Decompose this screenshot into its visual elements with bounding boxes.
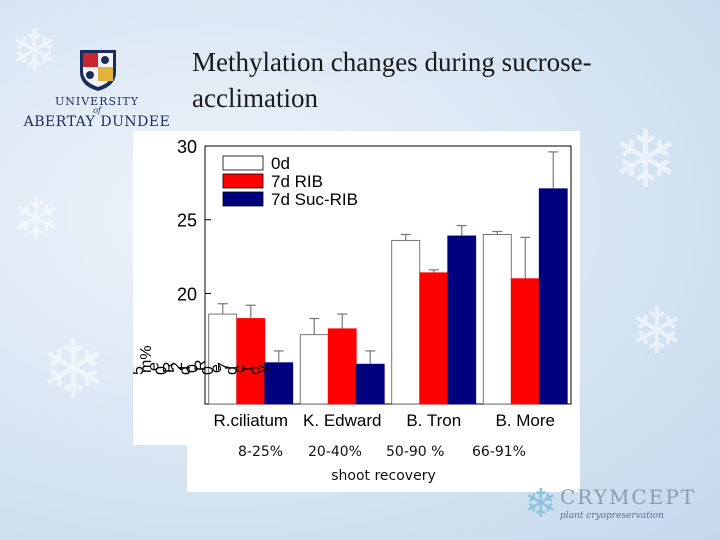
crymcept-snowflake-icon: ❄	[524, 481, 558, 527]
percent-label-b-more: 66-91%	[472, 444, 526, 460]
legend-swatch	[222, 191, 264, 207]
y-axis-label-fragment: d	[177, 366, 194, 375]
y-axis-label-fragment: 2	[169, 362, 186, 371]
y-axis-label-fragment: 7	[216, 362, 233, 371]
y-axis-label-fragment: e	[146, 362, 163, 371]
y-axis-label-fragment: R	[161, 361, 178, 373]
legend-label: 7d RIB	[271, 172, 323, 191]
crymcept-tagline: plant cryopreservation	[560, 511, 664, 521]
bar	[391, 239, 421, 405]
bar	[538, 188, 568, 405]
caption-panel	[187, 440, 580, 492]
y-axis-label-fragment: 0	[185, 364, 202, 373]
percent-label-r-ciliatum: 8-25%	[238, 444, 284, 460]
y-axis-label-fragment: d	[224, 366, 241, 375]
snowflake-decoration-icon: ❄	[40, 323, 108, 416]
crymcept-name: CRYMCEPT	[560, 485, 697, 509]
snowflake-decoration-icon: ❄	[12, 185, 61, 253]
x-category-label: R.ciliatum	[213, 411, 288, 430]
plot-frame	[204, 145, 572, 405]
y-axis-label-fragment: t	[239, 366, 256, 371]
university-logo: UNIVERSITY of ABERTAY DUNDEE	[14, 48, 180, 138]
y-axis-label-fragment: o	[247, 366, 264, 375]
slide-title: Methylation changes during sucrose-accli…	[192, 47, 592, 113]
percent-label-k-edward: 20-40%	[308, 444, 362, 460]
crest-icon	[80, 50, 116, 91]
shoot-recovery-label: shoot recovery	[331, 468, 436, 484]
bar	[299, 334, 329, 405]
bar	[236, 318, 266, 405]
snowflake-decoration-icon: ❄	[612, 113, 680, 206]
y-tick-label: 25	[177, 211, 197, 231]
snowflake-decoration-icon: ❄	[10, 17, 59, 85]
x-category-label: B. More	[495, 411, 555, 430]
bar	[355, 363, 385, 405]
bar	[327, 328, 357, 405]
bar	[447, 235, 477, 405]
x-category-label: K. Edward	[303, 411, 381, 430]
y-axis-label-fragment: m%	[138, 345, 155, 373]
y-axis-label-fragment: y	[255, 365, 272, 373]
bar	[482, 234, 512, 405]
bar	[510, 278, 540, 405]
snowflake-decoration-icon: ❄	[630, 295, 684, 369]
y-axis-label-fragment: 0	[200, 366, 217, 375]
university-name-line1: UNIVERSITY	[55, 95, 139, 108]
legend-label: 7d Suc-RIB	[271, 190, 358, 209]
x-category-label: B. Tron	[406, 411, 461, 430]
y-axis-label-fragment: R	[192, 359, 209, 371]
y-tick-label: 20	[177, 284, 197, 304]
university-name-of: of	[93, 106, 101, 115]
legend-swatch	[222, 155, 264, 171]
university-name-line2: ABERTAY DUNDEE	[23, 114, 171, 130]
y-axis-label-fragment: 0	[153, 366, 170, 375]
legend-swatch	[222, 173, 264, 189]
legend-label: 0d	[271, 154, 290, 173]
bar	[208, 313, 238, 405]
y-tick-label: 30	[177, 137, 197, 157]
shoot-recovery-percentages: 8-25% 20-40% 50-90 % 66-91%	[187, 444, 580, 466]
bar	[419, 272, 449, 405]
y-axis-label-fragment: e	[208, 364, 225, 373]
y-axis-label-fragment: 5	[133, 366, 147, 375]
percent-label-b-tron: 50-90 %	[386, 444, 445, 460]
y-axis-label-fragment: c	[231, 365, 248, 373]
crymcept-logo: ❄ CRYMCEPT plant cryopreservation	[524, 484, 720, 538]
